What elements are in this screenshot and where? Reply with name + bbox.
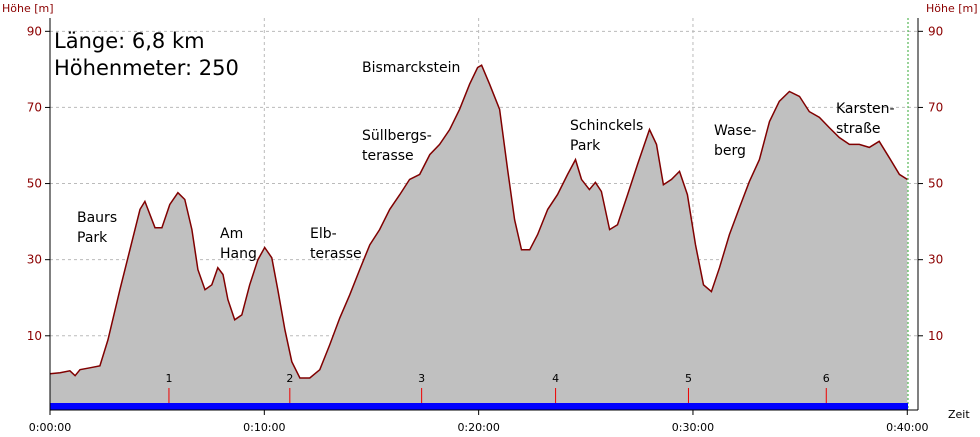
annotation: Bismarckstein (362, 60, 460, 76)
info-text: Höhenmeter: 250 (54, 56, 239, 80)
y2-tick-label: 50 (928, 177, 943, 191)
y2-tick-label: 10 (928, 329, 943, 343)
annotation: Park (77, 230, 108, 246)
x-axis-label: Zeit (948, 408, 970, 421)
annotation: Park (570, 138, 601, 154)
y-axis-label: Höhe [m] (2, 2, 54, 15)
track-bar (50, 403, 908, 410)
y2-axis-label: Höhe [m] (926, 2, 978, 15)
y-tick-label: 50 (27, 177, 42, 191)
x-tick-label: 0:10:00 (243, 421, 285, 434)
annotation: Am (220, 226, 243, 242)
km-label: 4 (552, 372, 559, 385)
annotation: berg (714, 143, 746, 159)
x-tick-label: 0:40:00 (886, 421, 928, 434)
y-tick-label: 10 (27, 329, 42, 343)
x-tick-label: 0:00:00 (29, 421, 71, 434)
annotation: Süllbergs- (362, 128, 432, 144)
y-tick-label: 30 (27, 253, 42, 267)
annotation: terasse (310, 246, 362, 262)
info-text: Länge: 6,8 km (54, 29, 205, 53)
annotation: Schinckels (570, 118, 643, 134)
y-tick-label: 90 (27, 24, 42, 38)
y-tick-label: 70 (27, 100, 42, 114)
km-label: 2 (286, 372, 293, 385)
annotation: straße (836, 121, 881, 137)
annotation: terasse (362, 148, 414, 164)
annotation: Wase- (714, 123, 757, 139)
km-label: 1 (165, 372, 172, 385)
km-label: 6 (823, 372, 830, 385)
area (50, 65, 908, 410)
y2-tick-label: 30 (928, 253, 943, 267)
y2-tick-label: 70 (928, 100, 943, 114)
km-label: 5 (685, 372, 692, 385)
y2-tick-label: 90 (928, 24, 943, 38)
profile-line (49, 64, 908, 379)
annotation: Baurs (77, 210, 117, 226)
x-tick-label: 0:30:00 (672, 421, 714, 434)
km-label: 3 (418, 372, 425, 385)
annotation: Karsten- (836, 101, 895, 117)
x-tick-label: 0:20:00 (457, 421, 499, 434)
annotation: Elb- (310, 226, 337, 242)
annotation: Hang (220, 246, 257, 262)
